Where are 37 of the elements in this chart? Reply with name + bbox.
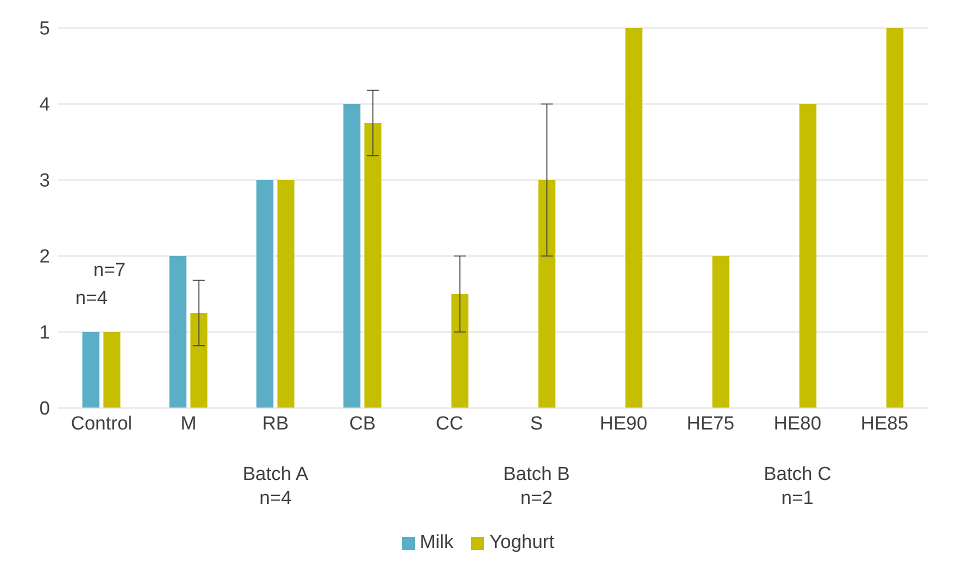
bar <box>625 28 642 408</box>
y-tick-label: 2 <box>39 246 50 268</box>
legend-label: Milk <box>418 532 454 554</box>
bar <box>103 332 120 408</box>
bar <box>799 104 816 408</box>
y-tick-label: 4 <box>39 94 50 116</box>
x-tick-label: HE90 <box>600 413 648 434</box>
bar <box>82 332 100 408</box>
x-tick-label: HE85 <box>860 413 908 434</box>
x-tick-label: S <box>530 413 543 434</box>
bar <box>277 180 294 408</box>
text: Batch B n=2 <box>503 464 570 509</box>
bar <box>538 180 556 408</box>
legend-label: Yoghurt <box>488 532 554 554</box>
x-tick-label: RB <box>262 413 289 434</box>
y-tick-label: 1 <box>39 322 50 344</box>
annotation: n=7 <box>93 260 126 281</box>
bar <box>886 28 904 408</box>
y-tick-label: 0 <box>39 398 50 420</box>
x-tick-label: HE80 <box>774 413 822 434</box>
x-tick-label: Control <box>70 413 132 434</box>
y-tick-label: 3 <box>39 170 50 192</box>
bar <box>256 180 274 408</box>
bar <box>343 104 360 408</box>
bar <box>364 123 382 408</box>
bar <box>190 313 208 408</box>
bar <box>451 294 468 408</box>
text: Batch A n=4 <box>242 464 309 509</box>
annotation: n=4 <box>75 288 108 309</box>
y-tick-label: 5 <box>39 18 50 40</box>
x-tick-label: CC <box>436 413 464 434</box>
x-tick-label: CB <box>349 413 376 434</box>
bar <box>712 256 730 408</box>
bar <box>169 256 186 408</box>
text: Batch C n=1 <box>764 464 832 509</box>
x-tick-label: HE75 <box>686 413 734 434</box>
x-tick-label: M <box>180 413 196 434</box>
